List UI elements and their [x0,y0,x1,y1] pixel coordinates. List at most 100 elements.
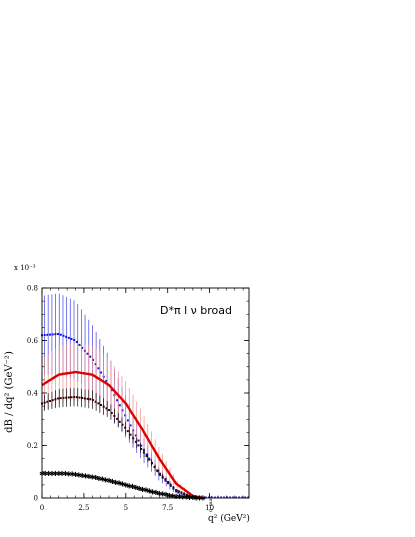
y-tick-label: 0.2 [27,442,38,450]
star-marker: ✱ [166,492,172,500]
dot-marker [116,399,119,402]
dot-marker [105,407,108,410]
dot-marker [118,420,121,423]
x-tick-label: 7.5 [162,504,173,512]
dot-marker [73,396,76,399]
tail-marker [202,496,204,498]
dot-marker [110,389,113,392]
x-tick-label: 5 [124,504,128,512]
dot-marker [126,430,129,433]
star-marker: ✱ [123,481,129,489]
dot-marker [169,484,172,487]
star-marker: ✱ [89,474,95,482]
tail-marker [232,496,234,498]
dot-marker [46,333,49,336]
dot-marker [91,398,94,401]
dot-marker [177,490,180,493]
dot-marker [129,433,132,436]
star-marker: ✱ [156,490,162,498]
x-endpoint-label: q_max [208,496,214,512]
dot-marker [78,396,81,399]
star-marker: ✱ [86,473,92,481]
dot-marker [62,334,65,337]
star-marker: ✱ [143,487,149,495]
star-marker: ✱ [103,476,109,484]
dot-marker [70,337,73,340]
series-2 [41,387,204,499]
tail-marker [235,496,237,498]
legend-label: D*π l ν broad [160,304,232,317]
dot-marker [51,333,54,336]
star-marker: ✱ [66,470,72,478]
y-axis-label-group: dB / dq² (GeV⁻²) [4,351,15,433]
star-marker: ✱ [136,485,142,493]
y-axis-label: dB / dq² (GeV⁻²) [4,351,15,433]
dot-marker [83,397,86,400]
star-marker: ✱ [126,482,132,490]
star-marker: ✱ [116,480,122,488]
x-tick-label: 0 [40,504,44,512]
dot-marker [124,426,127,429]
star-marker: ✱ [163,491,169,499]
dot-marker [121,423,124,426]
dot-marker [94,363,97,366]
dot-marker [49,333,52,336]
star-marker: ✱ [130,483,136,491]
dot-marker [188,494,191,497]
dot-marker [148,457,151,460]
dot-marker [89,398,92,401]
dot-marker [67,396,70,399]
star-marker: ✱ [113,479,119,487]
star-marker: ✱ [93,474,99,482]
dot-marker [75,340,78,343]
star-marker: ✱ [63,470,69,478]
y-tick-label: 0 [34,495,38,503]
series-1 [41,343,204,500]
y-tick-label: 0.4 [27,390,39,398]
series-layer: ✱✱✱✱✱✱✱✱✱✱✱✱✱✱✱✱✱✱✱✱✱✱✱✱✱✱✱✱✱✱✱✱✱✱✱✱✱✱✱✱… [39,293,249,503]
dot-marker [175,490,178,493]
series-0 [41,293,204,499]
star-marker: ✱ [52,470,58,478]
plot-frame [41,287,250,499]
star-marker: ✱ [180,493,186,501]
tail-marker [247,496,249,498]
dot-marker [193,496,196,499]
dot-marker [134,440,137,443]
tail-marker [208,496,210,498]
tail-marker [229,496,231,498]
star-marker: ✱ [76,471,82,479]
dot-marker [161,475,164,478]
dot-marker [97,367,100,370]
dot-marker [137,444,140,447]
dot-marker [70,396,73,399]
dot-marker [164,478,167,481]
dot-marker [73,338,76,341]
star-marker: ✱ [120,481,126,489]
dot-marker [108,409,111,412]
dot-marker [185,493,188,496]
dot-marker [57,397,60,400]
dot-marker [121,409,124,412]
dot-marker [177,491,180,494]
dot-marker [116,417,119,420]
dot-marker [99,404,102,407]
dot-marker [140,444,143,447]
star-marker: ✱ [177,493,183,501]
dot-marker [164,479,167,482]
dot-marker [59,333,62,336]
tail-marker [214,496,216,498]
star-marker: ✱ [96,475,102,483]
dot-marker [78,343,81,346]
star-marker: ✱ [46,470,52,478]
dot-marker [172,486,175,489]
star-marker: ✱ [99,476,105,484]
star-marker: ✱ [170,492,176,500]
dot-marker [51,399,54,402]
star-marker: ✱ [79,472,85,480]
dot-marker [89,355,92,358]
tail-marker [226,496,228,498]
dot-marker [191,495,194,498]
dot-marker [91,358,94,361]
